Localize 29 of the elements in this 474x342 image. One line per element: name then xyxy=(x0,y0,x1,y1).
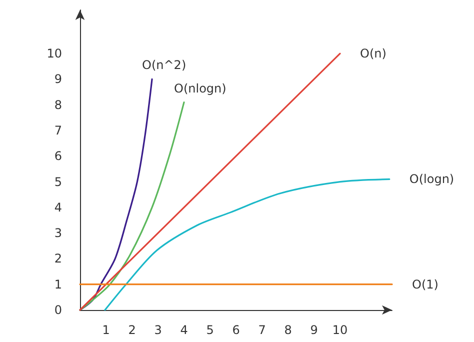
y-tick-label: 1 xyxy=(54,277,62,292)
line-series xyxy=(104,178,390,311)
x-tick-label: 1 xyxy=(102,323,110,337)
series-label: O(n) xyxy=(360,46,386,61)
y-tick-label: 7 xyxy=(54,124,62,138)
x-tick-label: 2 xyxy=(128,323,136,337)
x-tick-label: 6 xyxy=(232,323,240,337)
y-tick-label: 5 xyxy=(54,174,62,189)
y-tick-label: 3 xyxy=(54,226,62,240)
y-tick-label: 10 xyxy=(46,46,62,61)
series-label: O(n^2) xyxy=(142,58,186,72)
y-tick-label: 4 xyxy=(54,200,62,214)
series-label: O(1) xyxy=(412,277,438,292)
series-label: O(nlogn) xyxy=(174,81,226,96)
y-tick-label: 8 xyxy=(54,98,62,112)
y-tick-label: 9 xyxy=(54,72,62,86)
x-tick-label: 7 xyxy=(258,323,266,337)
x-tick-label: 5 xyxy=(206,323,214,337)
x-tick-label: 8 xyxy=(284,323,292,337)
line-series xyxy=(79,102,185,311)
x-tick-label: 3 xyxy=(154,323,162,337)
line-series xyxy=(79,78,153,311)
y-tick-label: 2 xyxy=(54,252,62,266)
x-tick-label: 9 xyxy=(310,323,318,337)
y-tick-label: 6 xyxy=(54,149,62,164)
x-tick-label: 10 xyxy=(332,323,348,337)
x-tick-label: 4 xyxy=(180,323,188,337)
series-label: O(logn) xyxy=(409,172,454,186)
y-tick-label: 0 xyxy=(54,303,62,317)
